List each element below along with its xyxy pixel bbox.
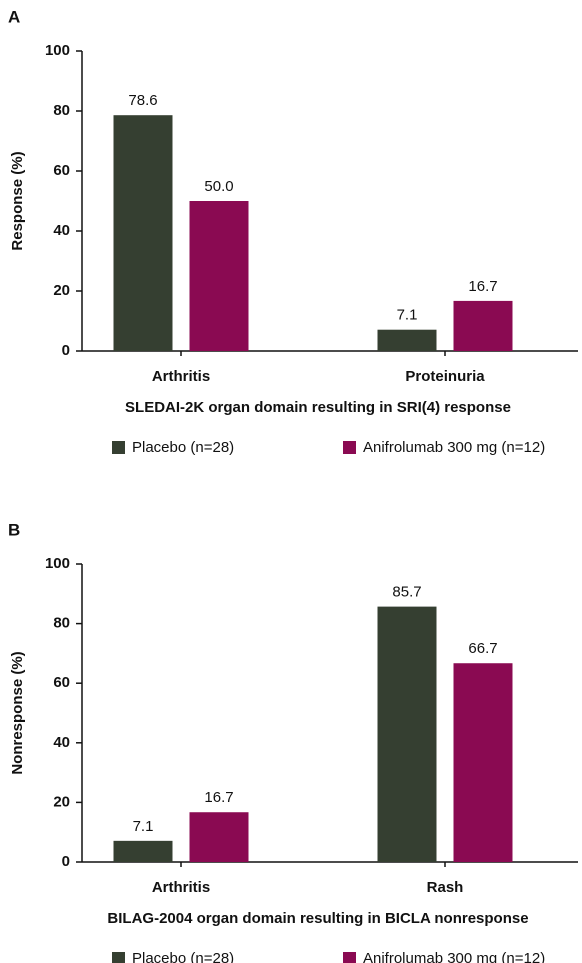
y-axis-title: Nonresponse (%): [9, 651, 26, 774]
value-label: 78.6: [128, 92, 157, 109]
y-tick-label: 80: [53, 615, 70, 632]
bar: [113, 115, 173, 351]
bar: [377, 329, 437, 351]
bar: [189, 201, 249, 351]
y-tick-label: 40: [53, 734, 70, 751]
legend-label: Anifrolumab 300 mg (n=12): [363, 950, 545, 963]
x-tick-label: Arthritis: [152, 879, 210, 896]
legend-swatch: [343, 952, 356, 963]
x-tick-label: Arthritis: [152, 368, 210, 385]
legend-swatch: [112, 441, 125, 454]
bar: [113, 840, 173, 862]
value-label: 16.7: [468, 278, 497, 295]
y-tick-label: 80: [53, 102, 70, 119]
y-tick-label: 0: [62, 853, 70, 870]
value-label: 7.1: [133, 818, 154, 835]
bar: [377, 606, 437, 862]
panel-label: A: [8, 7, 20, 26]
legend-swatch: [343, 441, 356, 454]
y-axis-title: Response (%): [9, 151, 26, 250]
value-label: 66.7: [468, 640, 497, 657]
legend-label: Placebo (n=28): [132, 950, 234, 963]
y-tick-label: 100: [45, 42, 70, 59]
x-axis-title: BILAG-2004 organ domain resulting in BIC…: [107, 910, 528, 927]
bar: [189, 812, 249, 862]
bar: [453, 663, 513, 862]
legend-label: Placebo (n=28): [132, 439, 234, 456]
y-tick-label: 20: [53, 282, 70, 299]
x-tick-label: Rash: [427, 879, 464, 896]
y-tick-label: 60: [53, 674, 70, 691]
value-label: 16.7: [204, 789, 233, 806]
legend-swatch: [112, 952, 125, 963]
y-tick-label: 100: [45, 555, 70, 572]
y-tick-label: 40: [53, 222, 70, 239]
bar: [453, 300, 513, 351]
value-label: 50.0: [204, 178, 233, 195]
y-tick-label: 60: [53, 162, 70, 179]
legend-label: Anifrolumab 300 mg (n=12): [363, 439, 545, 456]
x-axis-title: SLEDAI-2K organ domain resulting in SRI(…: [125, 399, 511, 416]
y-tick-label: 0: [62, 342, 70, 359]
x-tick-label: Proteinuria: [405, 368, 485, 385]
panel-label: B: [8, 520, 20, 539]
value-label: 85.7: [392, 584, 421, 601]
y-tick-label: 20: [53, 793, 70, 810]
value-label: 7.1: [397, 307, 418, 324]
